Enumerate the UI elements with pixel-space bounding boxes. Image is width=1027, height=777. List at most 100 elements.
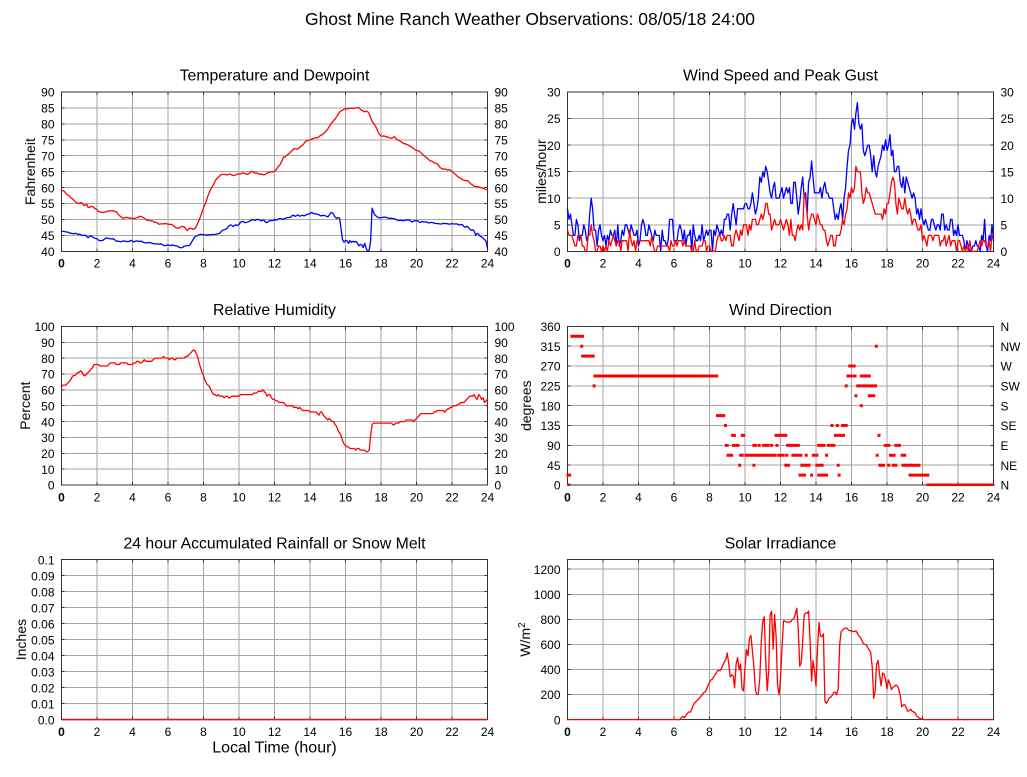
svg-text:4: 4 <box>635 257 642 271</box>
svg-text:20: 20 <box>547 139 561 153</box>
svg-text:20: 20 <box>916 725 930 739</box>
svg-text:24 hour Accumulated Rainfall o: 24 hour Accumulated Rainfall or Snow Mel… <box>123 535 426 552</box>
svg-text:22: 22 <box>445 725 459 739</box>
svg-text:0: 0 <box>564 257 571 271</box>
svg-text:200: 200 <box>540 688 560 702</box>
svg-text:14: 14 <box>303 725 317 739</box>
svg-text:Wind Direction: Wind Direction <box>729 302 832 319</box>
svg-text:18: 18 <box>374 725 388 739</box>
svg-text:30: 30 <box>547 86 561 100</box>
svg-text:80: 80 <box>495 352 509 366</box>
svg-text:Temperature and Dewpoint: Temperature and Dewpoint <box>180 68 370 85</box>
svg-text:4: 4 <box>129 491 136 505</box>
svg-text:0.1: 0.1 <box>38 553 55 567</box>
svg-text:20: 20 <box>41 447 55 461</box>
svg-text:8: 8 <box>706 725 713 739</box>
svg-text:20: 20 <box>916 491 930 505</box>
svg-text:8: 8 <box>706 257 713 271</box>
svg-text:0.05: 0.05 <box>31 633 55 647</box>
svg-text:12: 12 <box>774 491 788 505</box>
svg-text:SW: SW <box>1001 380 1021 394</box>
svg-text:0: 0 <box>554 245 561 259</box>
svg-text:0: 0 <box>554 479 561 493</box>
svg-text:10: 10 <box>232 257 246 271</box>
svg-text:16: 16 <box>845 257 859 271</box>
svg-text:40: 40 <box>495 245 509 259</box>
svg-text:16: 16 <box>845 491 859 505</box>
svg-text:800: 800 <box>540 613 560 627</box>
svg-text:4: 4 <box>635 491 642 505</box>
svg-text:90: 90 <box>547 439 561 453</box>
svg-text:W/m2: W/m2 <box>517 622 534 657</box>
svg-text:12: 12 <box>268 725 282 739</box>
svg-text:16: 16 <box>339 491 353 505</box>
svg-text:0: 0 <box>58 725 65 739</box>
svg-text:Percent: Percent <box>17 381 33 429</box>
svg-text:0.06: 0.06 <box>31 617 55 631</box>
svg-text:0.02: 0.02 <box>31 681 55 695</box>
svg-text:6: 6 <box>671 725 678 739</box>
svg-text:135: 135 <box>540 419 560 433</box>
svg-text:0: 0 <box>1001 245 1008 259</box>
svg-text:Solar Irradiance: Solar Irradiance <box>725 535 837 552</box>
svg-text:18: 18 <box>880 725 894 739</box>
svg-text:50: 50 <box>41 399 55 413</box>
svg-text:8: 8 <box>200 491 207 505</box>
svg-text:85: 85 <box>495 102 509 116</box>
svg-text:0: 0 <box>554 713 561 727</box>
svg-text:24: 24 <box>481 257 495 271</box>
svg-text:6: 6 <box>165 257 172 271</box>
svg-text:14: 14 <box>809 725 823 739</box>
svg-text:14: 14 <box>809 257 823 271</box>
svg-text:degrees: degrees <box>518 380 534 431</box>
svg-text:60: 60 <box>495 384 509 398</box>
svg-text:12: 12 <box>774 725 788 739</box>
svg-text:65: 65 <box>41 165 55 179</box>
svg-text:0: 0 <box>58 491 65 505</box>
svg-text:18: 18 <box>880 257 894 271</box>
svg-text:55: 55 <box>495 197 509 211</box>
svg-text:50: 50 <box>495 399 509 413</box>
svg-text:10: 10 <box>738 257 752 271</box>
svg-text:75: 75 <box>495 134 509 148</box>
svg-text:360: 360 <box>540 320 560 334</box>
svg-text:10: 10 <box>738 491 752 505</box>
svg-text:30: 30 <box>495 431 509 445</box>
svg-text:40: 40 <box>495 415 509 429</box>
svg-text:20: 20 <box>410 257 424 271</box>
svg-text:10: 10 <box>232 491 246 505</box>
svg-text:70: 70 <box>41 149 55 163</box>
svg-text:6: 6 <box>165 491 172 505</box>
svg-text:400: 400 <box>540 663 560 677</box>
svg-text:90: 90 <box>495 86 509 100</box>
svg-text:Fahrenheit: Fahrenheit <box>22 138 38 205</box>
svg-text:60: 60 <box>41 181 55 195</box>
svg-text:85: 85 <box>41 102 55 116</box>
svg-text:20: 20 <box>1001 139 1015 153</box>
svg-text:Local Time (hour): Local Time (hour) <box>212 739 337 756</box>
svg-text:14: 14 <box>809 491 823 505</box>
svg-text:70: 70 <box>41 368 55 382</box>
svg-text:70: 70 <box>495 149 509 163</box>
svg-text:16: 16 <box>339 257 353 271</box>
svg-text:10: 10 <box>495 463 509 477</box>
svg-text:Ghost Mine Ranch Weather Obser: Ghost Mine Ranch Weather Observations: 0… <box>305 9 755 29</box>
svg-text:14: 14 <box>303 491 317 505</box>
svg-text:2: 2 <box>94 491 101 505</box>
svg-text:24: 24 <box>987 491 1001 505</box>
svg-text:N: N <box>1001 320 1010 334</box>
svg-text:80: 80 <box>495 118 509 132</box>
svg-text:14: 14 <box>303 257 317 271</box>
svg-text:10: 10 <box>232 725 246 739</box>
svg-text:1000: 1000 <box>534 588 561 602</box>
svg-text:100: 100 <box>495 320 515 334</box>
svg-text:45: 45 <box>495 229 509 243</box>
svg-text:22: 22 <box>951 725 965 739</box>
svg-text:2: 2 <box>94 725 101 739</box>
svg-text:65: 65 <box>495 165 509 179</box>
svg-text:18: 18 <box>880 491 894 505</box>
svg-text:40: 40 <box>41 245 55 259</box>
svg-text:100: 100 <box>34 320 54 334</box>
svg-text:2: 2 <box>600 491 607 505</box>
svg-text:0: 0 <box>58 257 65 271</box>
